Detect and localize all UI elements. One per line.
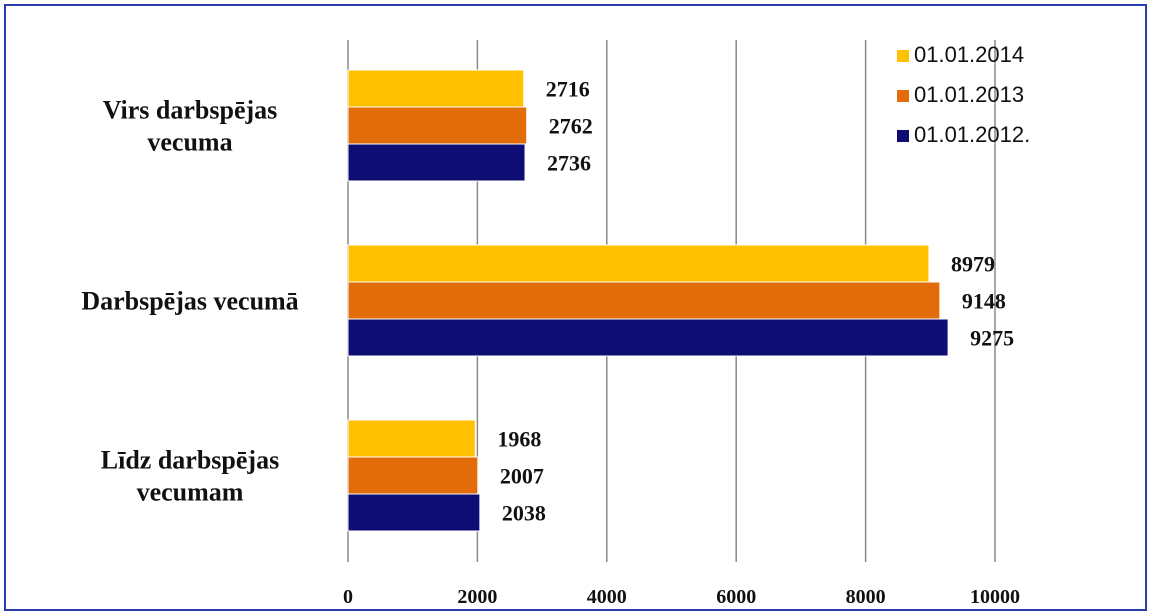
category-label: Līdz darbspējas vecumam	[101, 446, 279, 507]
x-tick-label: 4000	[587, 586, 627, 608]
x-tick-label: 2000	[457, 586, 497, 608]
category-label: Darbspējas vecumā	[81, 287, 298, 316]
bar	[347, 244, 930, 283]
category-label: Virs darbspējas vecuma	[103, 96, 278, 157]
bar	[347, 456, 479, 495]
bar	[347, 493, 481, 532]
bar	[347, 143, 526, 182]
data-label: 8979	[951, 252, 995, 277]
legend-swatch	[897, 90, 909, 102]
bar	[347, 318, 949, 357]
legend-label: 01.01.2014	[914, 42, 1024, 67]
x-tick-label: 10000	[970, 586, 1020, 608]
x-tick-label: 6000	[716, 586, 756, 608]
bar	[347, 419, 476, 458]
bar	[347, 69, 525, 108]
legend-swatch	[897, 130, 909, 142]
data-label: 1968	[497, 427, 541, 452]
data-label: 9148	[962, 289, 1006, 314]
data-label: 2007	[500, 464, 544, 489]
data-label: 2762	[549, 114, 593, 139]
legend-label: 01.01.2012.	[914, 122, 1030, 147]
data-label: 2038	[502, 501, 546, 526]
x-tick-label: 8000	[846, 586, 886, 608]
data-label: 2736	[547, 151, 591, 176]
data-label: 2716	[546, 77, 590, 102]
legend-swatch	[897, 50, 909, 62]
x-tick-label: 0	[343, 586, 353, 608]
bar	[347, 106, 528, 145]
bar	[347, 281, 941, 320]
legend-label: 01.01.2013	[914, 82, 1024, 107]
data-label: 9275	[970, 326, 1014, 351]
